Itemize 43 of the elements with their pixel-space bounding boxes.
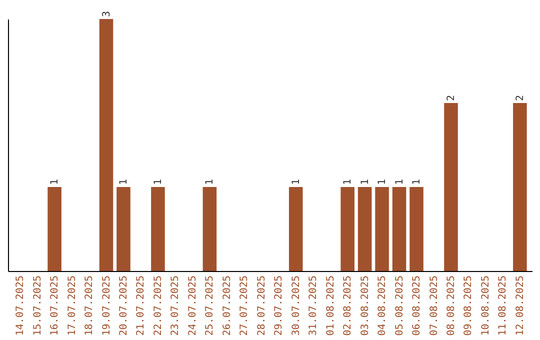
x-tick-label: 12.08.2025 bbox=[514, 276, 526, 336]
x-tick-label: 09.08.2025 bbox=[463, 276, 474, 336]
x-tick-label: 15.07.2025 bbox=[32, 276, 44, 336]
x-tick-label: 08.08.2025 bbox=[446, 276, 457, 336]
data-label: 1 bbox=[360, 178, 371, 185]
x-tick-label: 14.07.2025 bbox=[15, 276, 26, 336]
x-tick-label: 31.07.2025 bbox=[308, 276, 320, 336]
data-label: 1 bbox=[152, 178, 164, 185]
x-tick-label: 24.07.2025 bbox=[187, 276, 198, 336]
data-label: 1 bbox=[290, 178, 302, 185]
data-label: 1 bbox=[50, 178, 61, 185]
x-tick-label: 01.08.2025 bbox=[325, 276, 336, 336]
x-tick-label: 18.07.2025 bbox=[84, 276, 96, 336]
x-tick-label: 07.08.2025 bbox=[428, 276, 440, 336]
data-label: 1 bbox=[118, 178, 130, 185]
x-tick-label: 17.07.2025 bbox=[66, 276, 78, 336]
x-tick-label: 02.08.2025 bbox=[342, 276, 354, 336]
x-tick-label: 29.07.2025 bbox=[274, 276, 285, 336]
data-label: 1 bbox=[394, 178, 406, 185]
x-tick-label: 20.07.2025 bbox=[118, 276, 130, 336]
x-tick-label: 30.07.2025 bbox=[290, 276, 302, 336]
x-tick-label: 27.07.2025 bbox=[239, 276, 250, 336]
x-tick-label: 05.08.2025 bbox=[394, 276, 406, 336]
x-tick-label: 26.07.2025 bbox=[222, 276, 233, 336]
x-tick-label: 23.07.2025 bbox=[170, 276, 182, 336]
data-label: 2 bbox=[446, 94, 457, 101]
x-tick-label: 28.07.2025 bbox=[256, 276, 268, 336]
x-tick-label: 03.08.2025 bbox=[360, 276, 371, 336]
x-tick-label: 16.07.2025 bbox=[50, 276, 61, 336]
x-tick-label: 11.08.2025 bbox=[498, 276, 509, 336]
x-tick-label: 04.08.2025 bbox=[377, 276, 388, 336]
x-tick-label: 06.08.2025 bbox=[412, 276, 423, 336]
x-tick-label: 19.07.2025 bbox=[101, 276, 112, 336]
x-tick-label: 22.07.2025 bbox=[152, 276, 164, 336]
x-tick-label: 25.07.2025 bbox=[204, 276, 216, 336]
data-label: 1 bbox=[412, 178, 423, 185]
x-tick-label: 10.08.2025 bbox=[480, 276, 492, 336]
x-tick-label: 21.07.2025 bbox=[136, 276, 147, 336]
data-label: 1 bbox=[377, 178, 388, 185]
data-label: 1 bbox=[342, 178, 354, 185]
data-label: 1 bbox=[204, 178, 216, 185]
data-label: 2 bbox=[514, 94, 526, 101]
data-label: 3 bbox=[101, 10, 112, 17]
